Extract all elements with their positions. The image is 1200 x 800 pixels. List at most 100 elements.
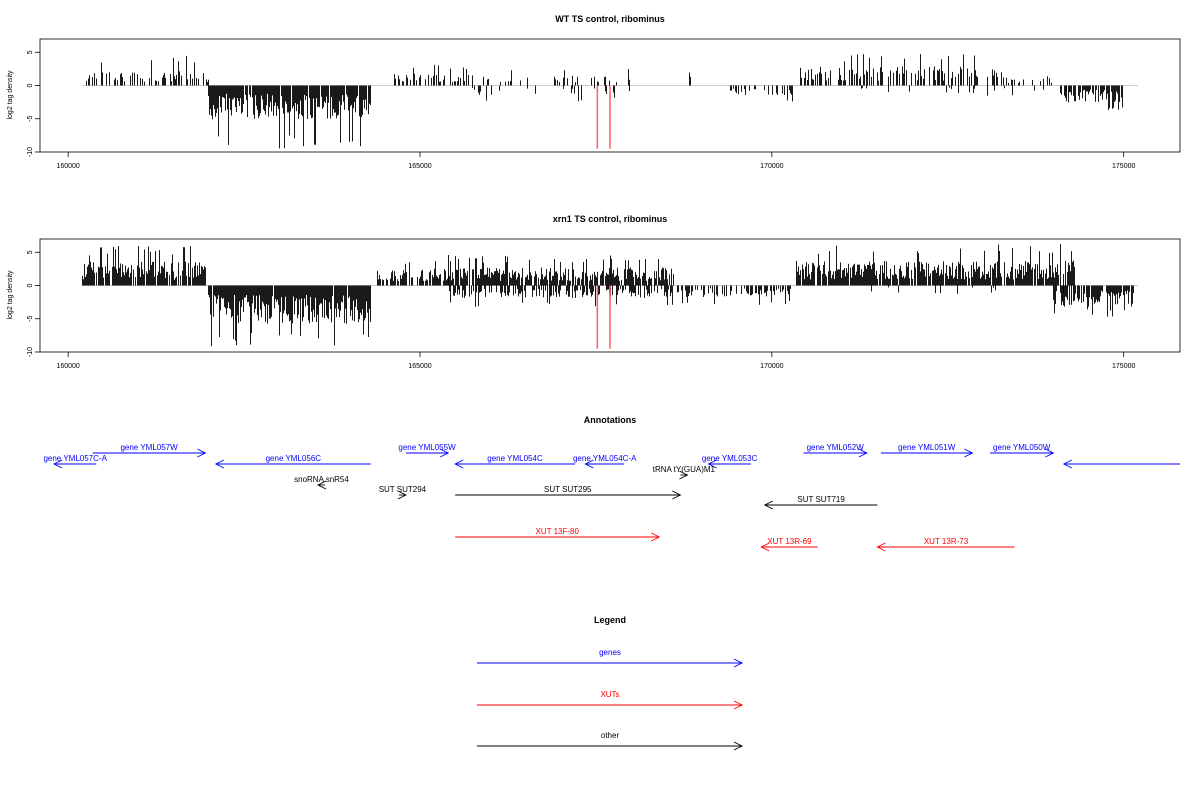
axes: 160000 165000 170000 175000 -10 -5 0 5 (27, 238, 1181, 370)
feature-arrow-head (454, 459, 464, 469)
panel-title: WT TS control, ribominus (555, 14, 665, 24)
annotation-feature: XUT 13R-69 (760, 537, 818, 552)
feature-arrow-head (53, 459, 63, 469)
annotation-feature (1062, 459, 1180, 469)
feature-label: XUT 13R-73 (924, 537, 969, 546)
annotation-feature: gene YML055W (398, 443, 456, 458)
xrn1-signal-panel: xrn1 TS control, ribominus log2 tag dens… (7, 214, 1181, 370)
y-tick-label: 0 (27, 83, 34, 87)
legend-entry: other (477, 731, 744, 751)
feature-label: tRNA tY(GUA)M1 (653, 465, 716, 474)
feature-label: SUT SUT294 (379, 485, 427, 494)
feature-label: SUT SUT295 (544, 485, 592, 494)
feature-arrow-head (707, 459, 717, 469)
annotation-feature: SUT SUT294 (379, 485, 427, 500)
feature-label: gene YML057W (120, 443, 178, 452)
annotation-feature: gene YML053C (702, 454, 758, 469)
legend-arrow-head (733, 741, 744, 751)
feature-label: gene YML052W (807, 443, 865, 452)
panel-title: xrn1 TS control, ribominus (553, 214, 668, 224)
feature-label: XUT 13R-69 (767, 537, 812, 546)
signal-bars (82, 244, 1138, 349)
annotation-feature: XUT 13F-80 (455, 527, 661, 542)
x-tick-label: 175000 (1112, 163, 1135, 170)
annotation-feature: XUT 13R-73 (876, 537, 1015, 552)
feature-arrow-head (439, 448, 450, 458)
legend-entry: genes (477, 648, 744, 668)
annotation-feature: gene YML054C-A (573, 454, 637, 469)
plot-frame (39, 38, 1181, 153)
feature-label: SUT SUT719 (797, 495, 845, 504)
annotation-feature: gene YML052W (803, 443, 868, 458)
y-tick-label: 0 (27, 283, 34, 287)
axes: 160000 165000 170000 175000 -10 -5 0 5 (27, 38, 1181, 170)
feature-arrow-head (584, 459, 594, 469)
legend-entries: genes XUTs other (477, 648, 744, 751)
feature-arrow-head (316, 480, 327, 490)
feature-arrow-head (858, 448, 868, 458)
feature-label: gene YML056C (266, 454, 322, 463)
feature-arrow-head (214, 459, 225, 469)
feature-arrow-head (197, 448, 207, 458)
y-axis-label: log2 tag density (7, 70, 14, 120)
signal-bars (82, 54, 1138, 149)
feature-arrow-head (397, 490, 407, 500)
feature-label: gene YML057C-A (43, 454, 107, 463)
feature-arrow-head (763, 500, 774, 510)
y-tick-label: 5 (27, 250, 34, 254)
annotation-features: gene YML057W gene YML057C-A gene YML056C ge… (43, 443, 1180, 552)
y-tick-label: -10 (27, 147, 34, 157)
x-tick-label: 160000 (56, 363, 79, 370)
feature-arrow-head (964, 448, 974, 458)
feature-arrow-head (672, 490, 682, 500)
feature-label: gene YML051W (898, 443, 956, 452)
annotation-feature: gene YML057W (92, 443, 207, 458)
annotation-feature: gene YML057C-A (43, 454, 108, 469)
feature-label: gene YML055W (398, 443, 456, 452)
feature-label: gene YML054C-A (573, 454, 637, 463)
y-tick-label: -5 (27, 316, 34, 322)
feature-arrow-head (760, 542, 770, 552)
annotation-feature: gene YML056C (214, 454, 371, 469)
legend-title: Legend (594, 615, 626, 625)
legend-arrow-head (733, 700, 744, 710)
annotation-feature: gene YML050W (990, 443, 1055, 458)
feature-arrow-head (876, 542, 886, 552)
legend-entry: XUTs (477, 690, 744, 710)
annotation-feature: gene YML054C (454, 454, 575, 469)
wt-signal-panel: WT TS control, ribominus log2 tag densit… (7, 14, 1181, 170)
legend-label: XUTs (600, 690, 619, 699)
annotation-feature: SUT SUT719 (763, 495, 878, 510)
feature-label: gene YML054C (487, 454, 543, 463)
x-tick-label: 170000 (760, 363, 783, 370)
feature-arrow-head (1062, 459, 1073, 469)
x-tick-label: 170000 (760, 163, 783, 170)
legend-label: genes (599, 648, 621, 657)
feature-label: XUT 13F-80 (536, 527, 580, 536)
plot-frame (39, 238, 1181, 353)
x-tick-label: 175000 (1112, 363, 1135, 370)
annotation-feature: tRNA tY(GUA)M1 (653, 465, 716, 480)
legend-arrow-head (733, 658, 744, 668)
feature-label: gene YML050W (993, 443, 1051, 452)
legend-label: other (601, 731, 620, 740)
y-axis-label: log2 tag density (7, 270, 14, 320)
x-tick-label: 165000 (408, 163, 431, 170)
x-tick-label: 160000 (56, 163, 79, 170)
y-tick-label: -5 (27, 116, 34, 122)
y-tick-label: 5 (27, 50, 34, 54)
x-tick-label: 165000 (408, 363, 431, 370)
legend: Legend genes XUTs other (477, 615, 744, 751)
feature-arrow-head (679, 470, 689, 480)
feature-label: snoRNA snR54 (294, 475, 349, 484)
annotation-feature: SUT SUT295 (455, 485, 682, 500)
y-tick-label: -10 (27, 347, 34, 357)
feature-label: gene YML053C (702, 454, 758, 463)
feature-arrow-head (1045, 448, 1055, 458)
annotation-feature: snoRNA snR54 (294, 475, 349, 490)
annotation-feature: gene YML051W (880, 443, 974, 458)
feature-arrow-head (651, 532, 661, 542)
annotations-title: Annotations (584, 415, 637, 425)
